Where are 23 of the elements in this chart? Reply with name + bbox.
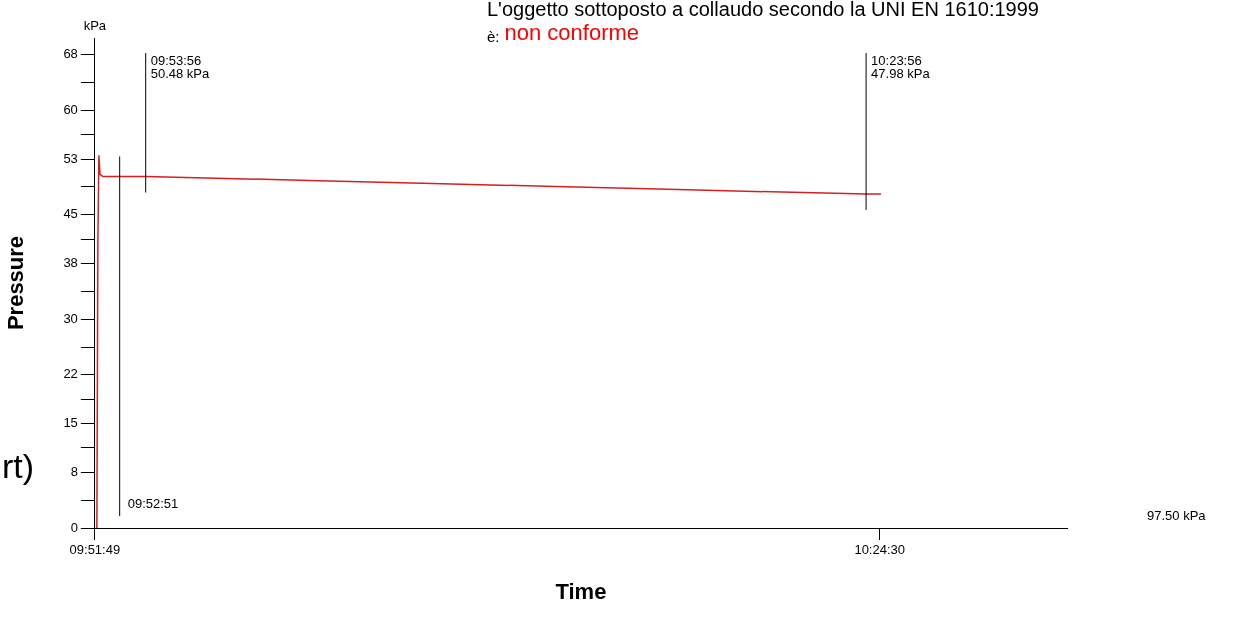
annotation: non conforme [504, 20, 640, 45]
annotation: 09:52:51 [127, 496, 179, 512]
x-tick-label: 10:24:30 [854, 542, 905, 558]
y-tick-label: 8 [70, 463, 78, 479]
y-tick-label: 22 [63, 366, 78, 382]
text: 97.50 kPa [1147, 508, 1207, 523]
x-axis-title: Time [555, 578, 607, 604]
y-tick-label: 53 [63, 150, 78, 166]
annotation: 10:23:56 47.98 kPa [871, 53, 931, 82]
y-tick-label: 30 [63, 310, 78, 326]
y-tick-label: 38 [63, 255, 78, 271]
text: rt) [2, 447, 35, 485]
chart-subtitle: è: [487, 28, 500, 45]
y-tick-label: 15 [63, 415, 78, 431]
y-tick-label: 45 [63, 206, 78, 222]
y-tick-label: 0 [70, 519, 78, 535]
y-axis-title: Pressure [3, 235, 29, 331]
chart-title: L'oggetto sottoposto a collaudo secondo la UNI EN 1610:1999 [487, 0, 1039, 20]
annotation: 09:53:56 50.48 kPa [150, 53, 210, 82]
y-tick-label: 68 [63, 46, 78, 62]
y-tick-label: 60 [63, 101, 78, 117]
text: kPa [83, 18, 107, 33]
x-tick-label: 09:51:49 [69, 542, 121, 558]
